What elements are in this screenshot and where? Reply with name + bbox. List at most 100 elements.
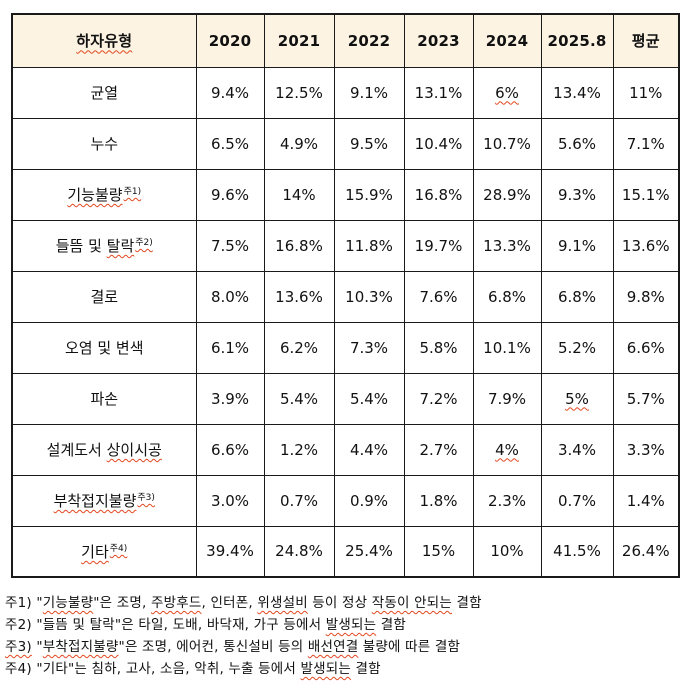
- value-cell: 7.6%: [403, 270, 474, 323]
- text-segment: 7.9%: [487, 389, 527, 408]
- value-cell: 6.2%: [263, 321, 335, 374]
- text-segment: 6.5%: [210, 134, 250, 153]
- text-segment: 9.4%: [210, 83, 250, 102]
- row-label-cell: 결로: [11, 270, 197, 323]
- value-cell: 13.4%: [540, 66, 614, 119]
- text-segment: 균열: [90, 84, 119, 102]
- text-segment: 9.1%: [557, 236, 597, 255]
- misspelling-marked-text: 기타: [81, 542, 109, 561]
- text-segment: 10%: [490, 542, 524, 561]
- value-cell: 13.6%: [263, 270, 335, 323]
- value-cell: 11.8%: [333, 219, 405, 272]
- text-segment: 7.5%: [210, 236, 250, 255]
- value-cell: 2.7%: [403, 423, 474, 476]
- text-segment: 결함: [376, 617, 406, 633]
- row-label-cell: 균열: [11, 66, 197, 119]
- value-cell: 1.4%: [612, 474, 680, 527]
- value-cell: 3.3%: [612, 423, 680, 476]
- value-cell: 15.1%: [612, 168, 680, 221]
- value-cell: 10.7%: [472, 117, 542, 170]
- text-segment: 결함: [351, 661, 381, 677]
- text-segment: , 인터폰,: [201, 595, 258, 611]
- text-segment: 불량에 따른 결함: [358, 639, 461, 655]
- text-segment: 7.2%: [419, 389, 458, 408]
- footnotes: 주1) "기능불량"은 조명, 주방후드, 인터폰, 위생설비 등이 정상 작동…: [5, 592, 685, 680]
- value-cell: 0.7%: [540, 474, 614, 527]
- column-header-year: 2022: [333, 13, 405, 68]
- text-segment: 15.1%: [621, 185, 670, 204]
- value-cell: 0.7%: [263, 474, 335, 527]
- text-segment: 2.7%: [419, 440, 458, 459]
- text-segment: 6.6%: [210, 440, 250, 459]
- table-row: 결로 8.0% 13.6% 10.3% 7.6% 6.8% 6.8% 9.8%: [11, 270, 680, 323]
- text-segment: 주4) "기타"는 침하, 고사, 소음, 악취, 누출 등에서: [5, 661, 301, 677]
- value-cell: 4%: [472, 423, 542, 476]
- text-segment: 설계도서: [46, 441, 107, 459]
- footnote-ref: 주2): [135, 238, 153, 248]
- value-cell: 25.4%: [333, 525, 405, 578]
- text-segment: 결함: [452, 595, 482, 611]
- text-segment: 19.7%: [414, 236, 463, 255]
- misspelling-marked-text: 탈락: [106, 237, 135, 255]
- value-cell: 39.4%: [195, 525, 265, 578]
- text-segment: 3.3%: [626, 440, 665, 459]
- text-segment: 9.1%: [349, 83, 389, 102]
- value-cell: 4.9%: [263, 117, 335, 170]
- value-cell: 5.2%: [540, 321, 614, 374]
- text-segment: 누수: [90, 135, 119, 153]
- value-cell: 11%: [612, 66, 680, 119]
- row-label-cell: 기능불량주1): [11, 168, 197, 221]
- text-segment: 10.3%: [345, 287, 393, 306]
- text-segment: 3.0%: [210, 491, 250, 510]
- column-header-year: 2021: [263, 13, 335, 68]
- value-cell: 5.4%: [333, 372, 405, 425]
- table-row: 들뜸 및 탈락주2) 7.5% 16.8% 11.8% 19.7% 13.3% 9.1% 13…: [11, 219, 680, 272]
- misspelling-marked-text: 부착접지불량: [42, 639, 119, 655]
- value-cell: 4.4%: [333, 423, 405, 476]
- row-label-cell: 기타주4): [11, 525, 197, 578]
- text-segment: 5.2%: [557, 338, 597, 357]
- text-segment: 13.4%: [553, 83, 601, 102]
- text-segment: 11.8%: [345, 236, 393, 255]
- text-segment: 13.6%: [275, 287, 323, 306]
- value-cell: 6.5%: [195, 117, 265, 170]
- misspelling-marked-text: 주방후드: [151, 595, 202, 611]
- value-cell: 0.9%: [333, 474, 405, 527]
- misspelling-marked-text: 배선연결: [307, 639, 359, 655]
- footnote-ref: 주3): [137, 493, 155, 503]
- text-segment: 1.2%: [279, 440, 319, 459]
- value-cell: 16.8%: [403, 168, 474, 221]
- text-segment: 파손: [90, 390, 119, 408]
- table-header-row: 하자유형 2020 2021 2022 2023 2024 2025.8 평균: [11, 13, 680, 68]
- text-segment: 4.9%: [279, 134, 319, 153]
- row-label-cell: 오염 및 변색: [11, 321, 197, 374]
- value-cell: 3.0%: [195, 474, 265, 527]
- footnote-ref: 주4): [109, 543, 128, 554]
- misspelling-marked-text: 발생되는: [300, 661, 351, 677]
- text-segment: 25.4%: [345, 542, 393, 561]
- misspelling-marked-text: 부착접지불량: [53, 492, 137, 510]
- table-row: 균열 9.4% 12.5% 9.1% 13.1% 6% 13.4% 11%: [11, 66, 680, 119]
- text-segment: 5.7%: [626, 389, 665, 408]
- value-cell: 16.8%: [263, 219, 335, 272]
- column-header-year: 2024: [472, 13, 542, 68]
- text-segment: 6.8%: [557, 287, 597, 306]
- value-cell: 9.1%: [540, 219, 614, 272]
- text-segment: 등이 정상: [307, 595, 372, 611]
- table-row: 기능불량주1) 9.6% 14% 15.9% 16.8% 28.9% 9.3% 15.1%: [11, 168, 680, 221]
- value-cell: 3.9%: [195, 372, 265, 425]
- value-cell: 9.5%: [333, 117, 405, 170]
- misspelling-marked-text: 5%: [565, 389, 589, 408]
- text-segment: 13.6%: [621, 236, 670, 255]
- text-segment: 들뜸 및: [55, 237, 107, 255]
- table-row: 오염 및 변색 6.1% 6.2% 7.3% 5.8% 10.1% 5.2% 6.6%: [11, 321, 680, 374]
- value-cell: 19.7%: [403, 219, 474, 272]
- value-cell: 1.2%: [263, 423, 335, 476]
- text-segment: 9.8%: [626, 287, 665, 306]
- text-segment: 주1) ": [5, 595, 43, 611]
- misspelling-marked-text: 6%: [495, 83, 519, 102]
- table-row: 설계도서 상이시공 6.6% 1.2% 4.4% 2.7% 4% 3.4% 3.3%: [11, 423, 680, 476]
- text-segment: 오염 및 변색: [64, 339, 144, 357]
- text-segment: 3.4%: [557, 440, 597, 459]
- misspelling-marked-text: 주3): [5, 639, 32, 655]
